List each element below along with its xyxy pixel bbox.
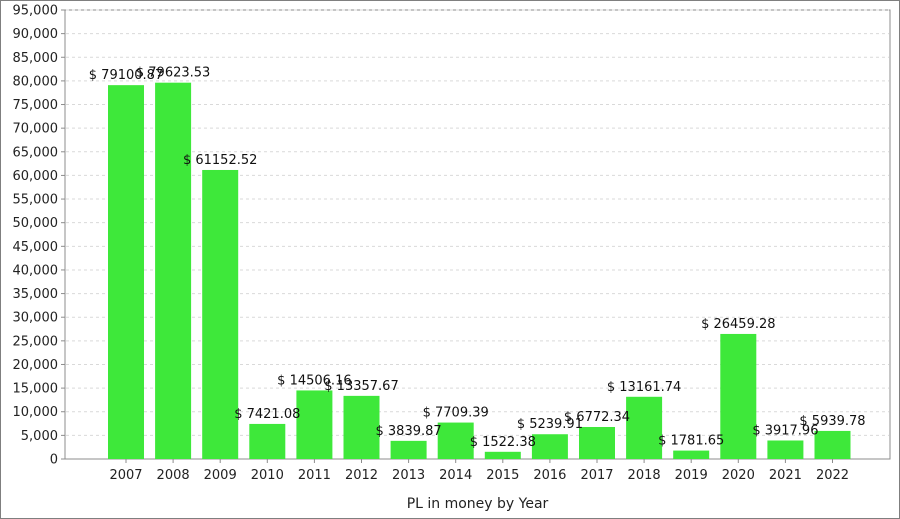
y-tick-label: 85,000: [13, 51, 59, 66]
x-tick-label: 2009: [204, 468, 237, 483]
x-tick-label: 2010: [251, 468, 284, 483]
bar: [108, 85, 144, 459]
bar: [531, 434, 568, 459]
bar: [626, 396, 663, 459]
x-tick-label: 2017: [580, 468, 613, 483]
data-label: $ 13161.74: [607, 380, 681, 395]
y-tick-label: 95,000: [13, 4, 59, 19]
x-tick-label: 2011: [298, 468, 331, 483]
x-tick-label: 2018: [628, 468, 661, 483]
bar: [155, 82, 192, 460]
data-labels: $ 79100.87$ 79623.53 $ 61152.52 $ 7421.08 $…: [89, 66, 866, 450]
bars: [108, 82, 851, 460]
data-label: $ 79100.87: [89, 68, 163, 83]
data-label: $ 14506.16: [277, 373, 351, 388]
y-tick-label: 50,000: [13, 216, 59, 231]
y-tick-label: 60,000: [13, 169, 59, 184]
y-tick-label: 10,000: [13, 405, 59, 420]
x-tick-label: 2014: [439, 468, 472, 483]
y-tick-label: 65,000: [13, 145, 59, 160]
data-label: $ 7421.08: [234, 407, 300, 422]
x-axis-title: PL in money by Year: [407, 496, 549, 512]
y-tick-label: 75,000: [13, 98, 59, 113]
y-tick-label: 20,000: [13, 358, 59, 373]
y-tick-label: 30,000: [13, 311, 59, 326]
x-tick-label: 2012: [345, 468, 378, 483]
x-tick-label: 2022: [816, 468, 849, 483]
x-tick-label: 2020: [722, 468, 755, 483]
bar: [484, 451, 521, 459]
y-tick-label: 90,000: [13, 27, 59, 42]
bar: [249, 423, 286, 459]
data-label: $ 13357.67: [324, 379, 398, 394]
x-axis-ticks: 2007 2008 2009 2010 2011 2012 2013 2014 2015 2016…: [109, 459, 849, 483]
x-tick-label: 2019: [675, 468, 708, 483]
y-tick-label: 15,000: [13, 382, 59, 397]
bar: [202, 169, 239, 459]
y-tick-label: 35,000: [13, 287, 59, 302]
x-tick-label: 2016: [533, 468, 566, 483]
data-label: $ 61152.52: [183, 153, 257, 168]
bar: [767, 440, 804, 459]
bar: [814, 430, 851, 459]
x-tick-label: 2007: [109, 468, 142, 483]
data-label: $ 79623.53: [136, 66, 210, 81]
y-axis-ticks: 0 5,000 10,000 15,000 20,000 25,000 30,000 35,0…: [13, 4, 65, 468]
x-tick-label: 2021: [769, 468, 802, 483]
x-tick-label: 2008: [157, 468, 190, 483]
y-tick-label: 40,000: [13, 263, 59, 278]
bar: [437, 422, 474, 459]
data-label: $ 1781.65: [658, 434, 724, 449]
y-tick-label: 5,000: [21, 429, 58, 444]
x-tick-label: 2015: [486, 468, 519, 483]
y-tick-label: 45,000: [13, 240, 59, 255]
y-tick-label: 55,000: [13, 193, 59, 208]
bar: [390, 440, 427, 459]
y-tick-label: 70,000: [13, 122, 59, 137]
data-label: $ 3839.87: [376, 424, 442, 439]
data-label: $ 6772.34: [564, 410, 630, 425]
bar: [579, 426, 615, 459]
data-label: $ 1522.38: [470, 435, 536, 450]
data-label: $ 7709.39: [423, 406, 489, 421]
data-label: $ 5939.78: [799, 414, 865, 429]
y-tick-label: 25,000: [13, 334, 59, 349]
x-tick-label: 2013: [392, 468, 425, 483]
data-label: $ 5239.91: [517, 417, 583, 432]
y-tick-label: 80,000: [13, 74, 59, 89]
data-label: $ 3917.96: [752, 423, 818, 438]
bar: [720, 333, 757, 459]
y-tick-label: 0: [50, 453, 58, 468]
data-label: $ 26459.28: [701, 317, 775, 332]
bar: [673, 450, 710, 459]
bar: [296, 390, 333, 459]
bar: [343, 395, 380, 459]
